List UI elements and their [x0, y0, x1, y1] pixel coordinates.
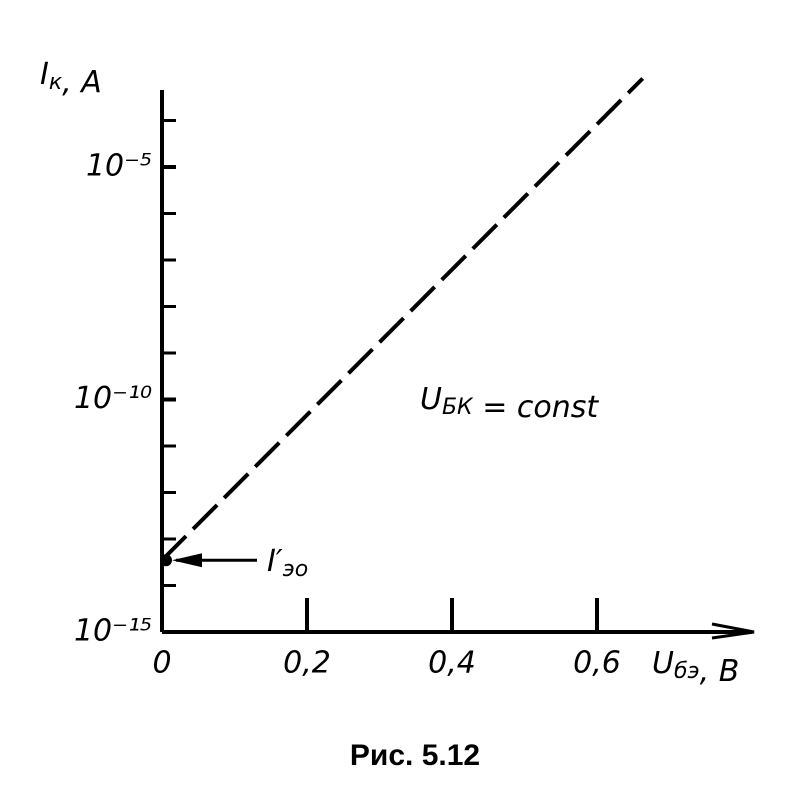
start-point: [160, 554, 172, 567]
y-axis-label-symbol: I: [40, 57, 49, 92]
point-label-subscript: эо: [283, 557, 309, 582]
x-axis-arrow: [711, 622, 755, 640]
x-axis-label-unit: , В: [700, 654, 740, 689]
x-axis-label-subscript: бэ: [674, 659, 700, 684]
y-axis-label-subscript: к: [49, 70, 63, 95]
annotation-rest: = const: [473, 390, 600, 425]
x-tick-label: 0: [152, 646, 171, 681]
point-label: I′эо: [267, 544, 308, 583]
y-tick-label: 10⁻¹⁵: [74, 614, 152, 649]
y-tick-label: 10⁻⁵: [86, 149, 152, 184]
x-axis-label: Uбэ, В: [652, 646, 739, 689]
x-tick-label: 0,6: [573, 646, 621, 681]
annotation-symbol: U: [420, 382, 442, 417]
y-tick-label: 10⁻¹⁰: [74, 381, 152, 416]
annotation-subscript: БК: [442, 395, 474, 420]
data-line: [160, 77, 645, 562]
point-arrow-head: [172, 553, 202, 568]
x-tick-label: 0,4: [428, 646, 476, 681]
x-axis-label-symbol: U: [652, 646, 674, 681]
caption: Рис. 5.12: [350, 739, 480, 772]
y-axis-label-unit: , A: [62, 65, 102, 100]
annotation: UБК = const: [420, 382, 599, 425]
x-tick-label: 0,2: [283, 646, 331, 681]
y-axis-label: Iк, A: [40, 57, 102, 100]
point-label-symbol: I′: [267, 544, 283, 579]
